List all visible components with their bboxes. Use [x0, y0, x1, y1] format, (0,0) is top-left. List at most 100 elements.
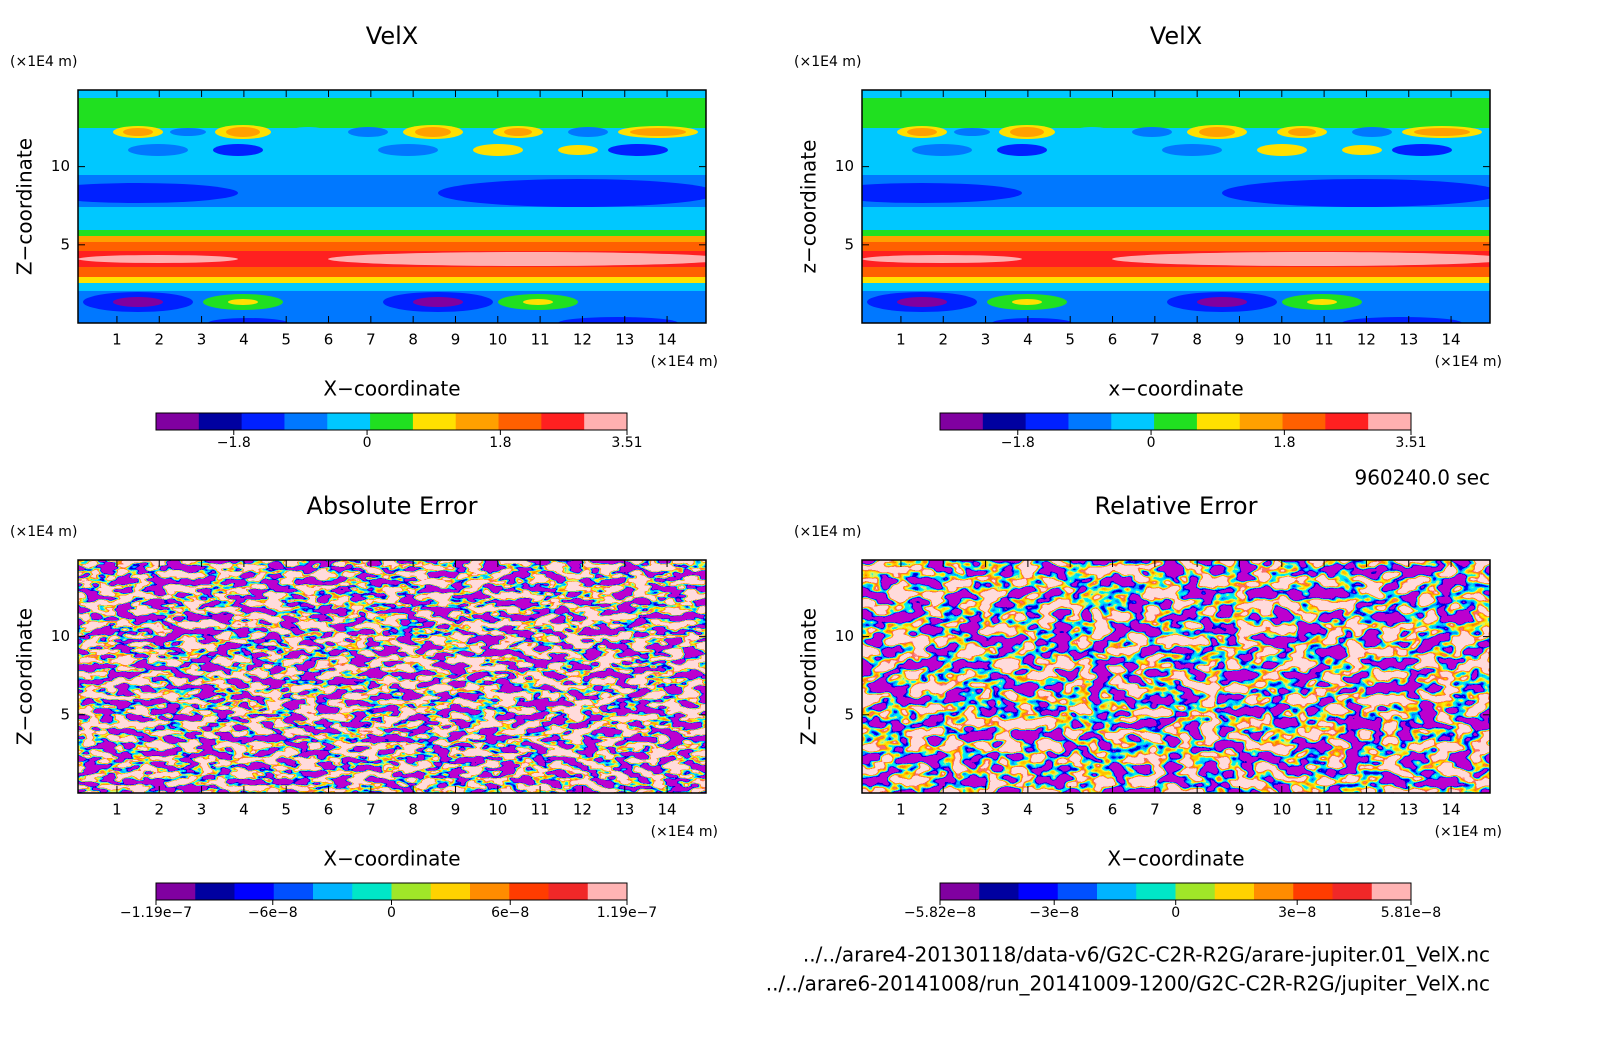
colorbar-swatch: [1068, 413, 1112, 430]
x-tick-label: 8: [1192, 331, 1202, 349]
x-tick-label: 8: [408, 801, 418, 819]
contour-field: [862, 90, 1490, 323]
plot-frame: [861, 559, 1491, 794]
y-tick-label: 10: [835, 627, 854, 645]
x-tick-label: 8: [408, 331, 418, 349]
contour-field: [78, 90, 706, 323]
x-tick-label: 7: [366, 331, 376, 349]
colorbar-swatch: [273, 883, 314, 900]
colorbar-tick-label: −1.8: [217, 435, 251, 451]
x-tick-label: 14: [1442, 331, 1461, 349]
x-tick-label: 1: [896, 801, 906, 819]
colorbar-swatch: [587, 883, 628, 900]
plot-frame: [861, 89, 1491, 324]
y-tick-label: 5: [844, 705, 854, 723]
colorbar-swatch: [541, 413, 585, 430]
colorbar-swatch: [430, 883, 471, 900]
plot-frame: [77, 89, 707, 324]
x-tick-label: 10: [1272, 331, 1291, 349]
colorbar-tick-label: 6e−8: [491, 905, 529, 921]
y-axis-label: Z−coordinate: [13, 138, 37, 275]
x-tick-label: 11: [531, 331, 550, 349]
x-tick-label: 13: [1399, 801, 1418, 819]
colorbar-tick-label: 0: [1171, 905, 1180, 921]
x-tick-label: 9: [1235, 801, 1245, 819]
x-axis-label: X−coordinate: [1107, 847, 1244, 871]
colorbar-swatch: [156, 883, 196, 900]
colorbar-swatch: [979, 883, 1019, 900]
y-tick-label: 5: [844, 235, 854, 253]
colorbar-tick-label: −5.82e−8: [904, 905, 976, 921]
x-unit: (×1E4 m): [651, 824, 718, 840]
colorbar-tick-label: 3e−8: [1278, 905, 1316, 921]
x-tick-label: 12: [573, 801, 592, 819]
x-tick-label: 5: [1065, 331, 1075, 349]
x-unit: (×1E4 m): [651, 354, 718, 370]
file-path: ../../arare6-20141008/run_20141009-1200/…: [766, 972, 1490, 996]
colorbar-swatch: [1332, 883, 1373, 900]
x-tick-label: 10: [488, 331, 507, 349]
contour-fill: [78, 560, 706, 793]
colorbar-swatch: [940, 883, 980, 900]
colorbar-swatch: [391, 883, 432, 900]
colorbar-tick-label: 1.8: [1273, 435, 1295, 451]
x-tick-label: 3: [197, 331, 207, 349]
y-tick-label: 10: [51, 627, 70, 645]
x-tick-label: 2: [938, 331, 948, 349]
contour-fill: [78, 90, 706, 323]
x-tick-label: 12: [573, 331, 592, 349]
colorbar-swatch: [1325, 413, 1369, 430]
colorbar-tick-label: 3.51: [611, 435, 642, 451]
colorbar-swatch: [1057, 883, 1098, 900]
x-tick-label: 1: [112, 331, 122, 349]
x-tick-label: 7: [1150, 801, 1160, 819]
colorbar-swatch: [982, 413, 1027, 430]
x-tick-label: 3: [981, 801, 991, 819]
x-tick-label: 1: [112, 801, 122, 819]
x-tick-label: 6: [1108, 331, 1118, 349]
chart-title: Absolute Error: [306, 492, 477, 520]
x-tick-label: 14: [658, 331, 677, 349]
x-axis-label: X−coordinate: [323, 847, 460, 871]
colorbar-swatch: [1254, 883, 1294, 900]
x-tick-label: 13: [1399, 331, 1418, 349]
colorbar-tick-label: 0: [363, 435, 372, 451]
x-tick-label: 11: [531, 801, 550, 819]
x-tick-label: 7: [366, 801, 376, 819]
colorbar-swatch: [1025, 413, 1069, 430]
contour-fill: [862, 90, 1490, 323]
colorbar-swatch: [455, 413, 500, 430]
colorbar-tick-label: 5.81e−8: [1381, 905, 1441, 921]
colorbar-swatch: [352, 883, 392, 900]
x-tick-label: 4: [1023, 331, 1033, 349]
x-tick-label: 9: [451, 331, 461, 349]
x-tick-label: 10: [1272, 801, 1291, 819]
colorbar-swatch: [1282, 413, 1326, 430]
file-path: ../../arare4-20130118/data-v6/G2C-C2R-R2…: [803, 943, 1490, 967]
colorbar-swatch: [370, 413, 414, 430]
y-unit: (×1E4 m): [794, 54, 861, 70]
x-axis-label: X−coordinate: [323, 377, 460, 401]
colorbar-swatch: [234, 883, 275, 900]
x-tick-label: 6: [1108, 801, 1118, 819]
y-tick-label: 5: [60, 705, 70, 723]
colorbar-frame: [939, 412, 1412, 431]
colorbar-swatch: [1097, 883, 1137, 900]
colorbar-swatch: [1154, 413, 1198, 430]
x-tick-label: 13: [615, 331, 634, 349]
x-tick-label: 5: [281, 801, 291, 819]
colorbar-swatch: [412, 413, 457, 430]
colorbar-swatch: [1239, 413, 1284, 430]
x-tick-label: 2: [154, 801, 164, 819]
x-unit: (×1E4 m): [1435, 354, 1502, 370]
colorbar-swatch: [156, 413, 200, 430]
colorbar-swatch: [1136, 883, 1176, 900]
x-tick-label: 5: [1065, 801, 1075, 819]
colorbar-tick-label: −1.19e−7: [120, 905, 192, 921]
x-tick-label: 10: [488, 801, 507, 819]
colorbar-tick-label: −3e−8: [1029, 905, 1079, 921]
x-tick-label: 6: [324, 331, 334, 349]
x-tick-label: 4: [239, 801, 249, 819]
colorbar-frame: [155, 412, 628, 431]
y-tick-label: 10: [51, 157, 70, 175]
